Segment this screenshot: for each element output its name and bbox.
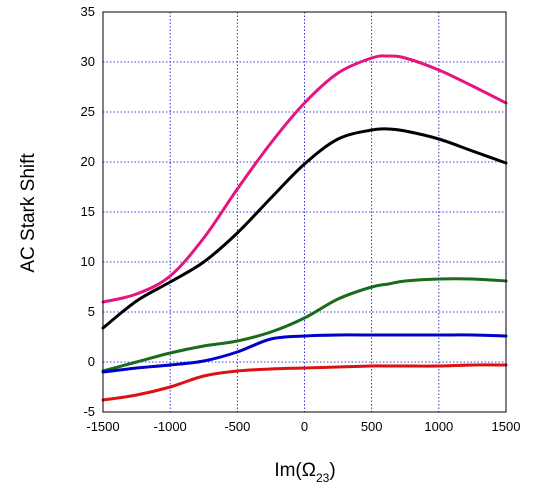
y-tick-label: -5 [83,404,95,419]
x-tick-label: -500 [224,419,250,434]
y-tick-label: 10 [81,254,95,269]
x-axis-title: Im(Ω23) [274,460,335,485]
x-axis-title-main: Im(Ω [274,460,316,481]
y-tick-label: 5 [88,304,95,319]
series-line-3 [101,277,508,373]
series-line-2 [101,127,508,330]
series-line-1 [101,54,508,304]
y-tick-label: 15 [81,204,95,219]
x-tick-label: -1000 [154,419,187,434]
y-axis-title: AC Stark Shift [18,153,39,273]
series-group [101,54,508,402]
y-tick-label: 25 [81,104,95,119]
y-tick-label: 35 [81,4,95,19]
x-tick-label: 1500 [492,419,521,434]
x-axis-title-suffix: ) [329,460,335,481]
y-tick-labels: -5 0 5 10 15 20 25 30 35 [81,4,95,419]
x-tick-labels: -1500 -1000 -500 0 500 1000 1500 [86,419,520,434]
y-tick-label: 20 [81,154,95,169]
x-axis-title-subscript: 23 [316,471,330,485]
x-tick-label: 500 [361,419,383,434]
x-tick-label: 0 [301,419,308,434]
series-line-5 [101,363,508,402]
plot-frame [102,11,507,413]
x-tick-label: -1500 [86,419,119,434]
x-tick-label: 1000 [424,419,453,434]
y-tick-label: 30 [81,54,95,69]
series-line-4 [101,333,508,374]
y-tick-label: 0 [88,354,95,369]
